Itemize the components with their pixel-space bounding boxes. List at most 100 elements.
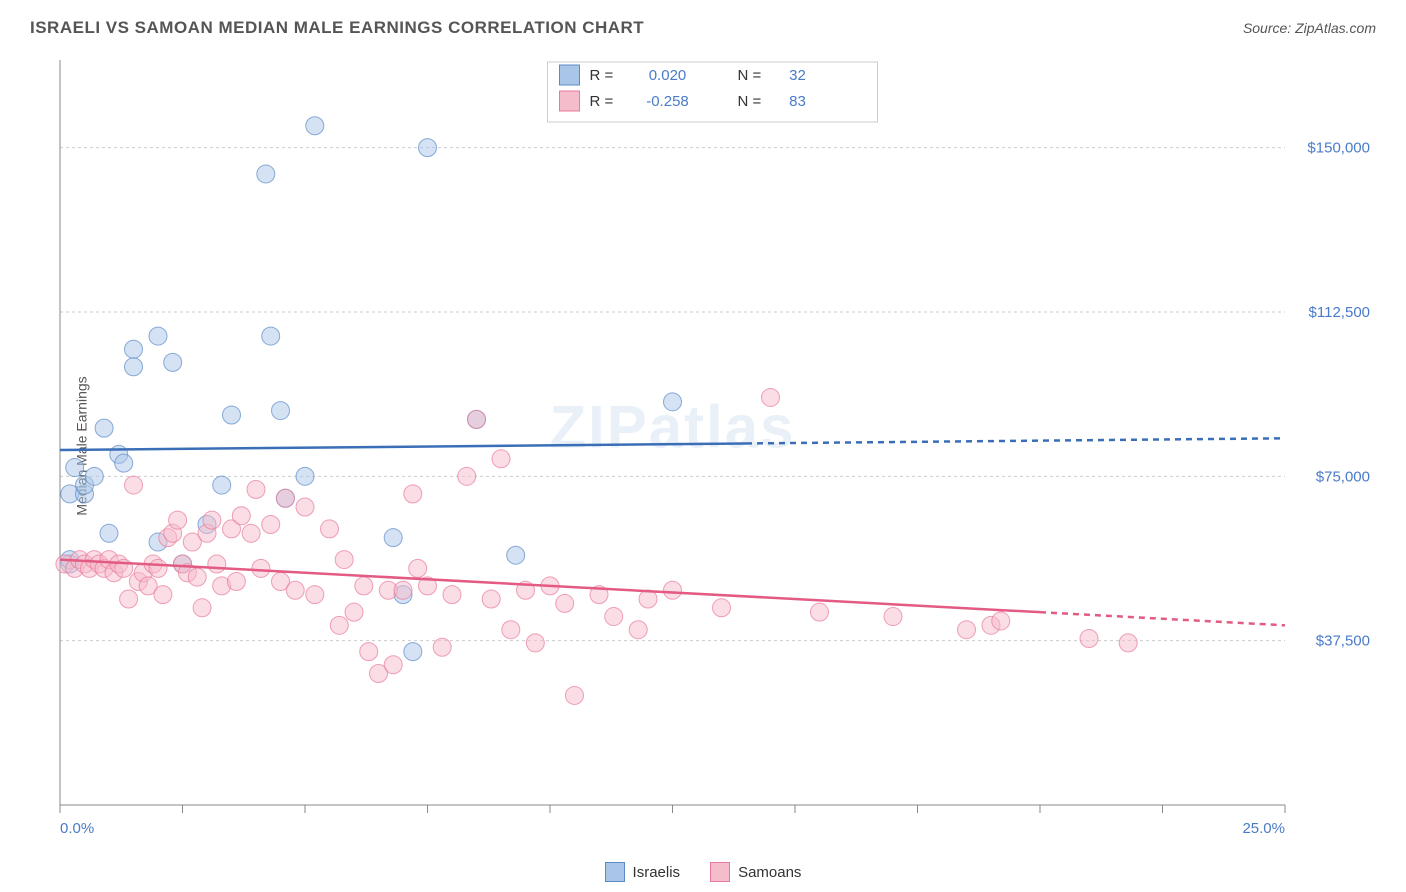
corr-r-value: -0.258 xyxy=(646,93,689,110)
data-point xyxy=(992,612,1010,630)
x-tick-label: 0.0% xyxy=(60,820,94,837)
corr-n-label: N = xyxy=(738,67,762,84)
data-point xyxy=(125,358,143,376)
legend-swatch xyxy=(560,65,580,85)
data-point xyxy=(193,599,211,617)
x-tick-label: 25.0% xyxy=(1242,820,1285,837)
data-point xyxy=(154,586,172,604)
data-point xyxy=(811,603,829,621)
data-point xyxy=(306,586,324,604)
data-point xyxy=(1080,629,1098,647)
data-point xyxy=(203,511,221,529)
corr-n-label: N = xyxy=(738,93,762,110)
corr-r-label: R = xyxy=(590,67,614,84)
trend-line-dashed xyxy=(746,438,1285,443)
data-point xyxy=(345,603,363,621)
data-point xyxy=(355,577,373,595)
data-point xyxy=(125,476,143,494)
data-point xyxy=(169,511,187,529)
corr-n-value: 32 xyxy=(789,67,806,84)
data-point xyxy=(1119,634,1137,652)
data-point xyxy=(360,643,378,661)
trend-line-dashed xyxy=(1040,612,1285,625)
data-point xyxy=(958,621,976,639)
data-point xyxy=(227,573,245,591)
source-label: Source: ZipAtlas.com xyxy=(1243,20,1376,36)
data-point xyxy=(433,638,451,656)
legend-label: Samoans xyxy=(738,864,801,881)
data-point xyxy=(247,480,265,498)
data-point xyxy=(409,559,427,577)
data-point xyxy=(100,524,118,542)
data-point xyxy=(125,340,143,358)
data-point xyxy=(664,393,682,411)
data-point xyxy=(120,590,138,608)
data-point xyxy=(149,327,167,345)
data-point xyxy=(468,410,486,428)
data-point xyxy=(419,139,437,157)
data-point xyxy=(404,485,422,503)
data-point xyxy=(443,586,461,604)
data-point xyxy=(507,546,525,564)
data-point xyxy=(223,406,241,424)
data-point xyxy=(566,686,584,704)
data-point xyxy=(404,643,422,661)
y-tick-label: $112,500 xyxy=(1309,304,1370,321)
data-point xyxy=(664,581,682,599)
legend-item: Israelis xyxy=(605,862,681,882)
legend-swatch xyxy=(605,862,625,882)
data-point xyxy=(85,467,103,485)
data-point xyxy=(66,459,84,477)
title-bar: ISRAELI VS SAMOAN MEDIAN MALE EARNINGS C… xyxy=(30,18,1376,38)
data-point xyxy=(762,388,780,406)
data-point xyxy=(458,467,476,485)
chart-title: ISRAELI VS SAMOAN MEDIAN MALE EARNINGS C… xyxy=(30,18,644,38)
data-point xyxy=(262,327,280,345)
data-point xyxy=(232,507,250,525)
legend-swatch xyxy=(710,862,730,882)
y-tick-label: $75,000 xyxy=(1316,468,1370,485)
data-point xyxy=(482,590,500,608)
y-tick-label: $150,000 xyxy=(1307,140,1370,157)
data-point xyxy=(556,594,574,612)
data-point xyxy=(262,516,280,534)
data-point xyxy=(164,353,182,371)
corr-r-label: R = xyxy=(590,93,614,110)
data-point xyxy=(605,608,623,626)
legend-item: Samoans xyxy=(710,862,801,882)
data-point xyxy=(272,402,290,420)
data-point xyxy=(296,467,314,485)
data-point xyxy=(276,489,294,507)
data-point xyxy=(330,616,348,634)
data-point xyxy=(208,555,226,573)
corr-n-value: 83 xyxy=(789,93,806,110)
data-point xyxy=(188,568,206,586)
y-tick-label: $37,500 xyxy=(1316,633,1370,650)
data-point xyxy=(884,608,902,626)
data-point xyxy=(526,634,544,652)
data-point xyxy=(252,559,270,577)
corr-r-value: 0.020 xyxy=(649,67,687,84)
scatter-plot: $37,500$75,000$112,500$150,0000.0%25.0%Z… xyxy=(55,55,1375,845)
data-point xyxy=(115,454,133,472)
data-point xyxy=(95,419,113,437)
legend-label: Israelis xyxy=(633,864,681,881)
data-point xyxy=(713,599,731,617)
data-point xyxy=(213,476,231,494)
legend-swatch xyxy=(560,91,580,111)
bottom-legend: Israelis Samoans xyxy=(0,862,1406,882)
data-point xyxy=(296,498,314,516)
data-point xyxy=(335,551,353,569)
data-point xyxy=(394,581,412,599)
data-point xyxy=(629,621,647,639)
chart-container: ISRAELI VS SAMOAN MEDIAN MALE EARNINGS C… xyxy=(0,0,1406,892)
data-point xyxy=(492,450,510,468)
data-point xyxy=(384,529,402,547)
data-point xyxy=(502,621,520,639)
data-point xyxy=(286,581,304,599)
data-point xyxy=(242,524,260,542)
data-point xyxy=(257,165,275,183)
data-point xyxy=(149,559,167,577)
data-point xyxy=(384,656,402,674)
data-point xyxy=(306,117,324,135)
